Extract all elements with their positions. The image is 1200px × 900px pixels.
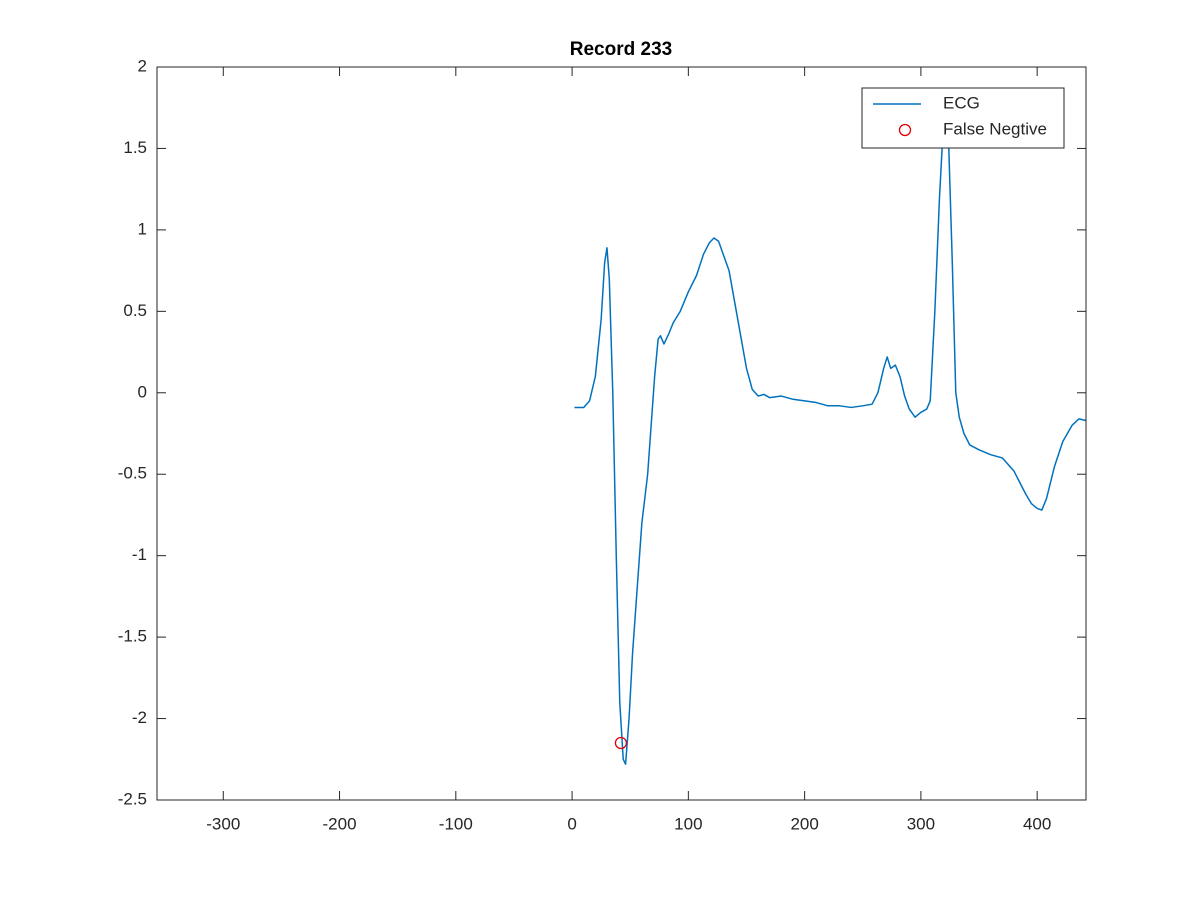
x-tick-label: 300	[907, 814, 935, 833]
y-tick-label: 1	[138, 219, 147, 238]
y-tick-label: 2	[138, 56, 147, 75]
plot-area	[157, 67, 1086, 800]
x-tick-label: -300	[206, 814, 240, 833]
legend-label: ECG	[943, 93, 980, 112]
y-tick-label: 0.5	[123, 301, 147, 320]
y-tick-label: 0	[138, 382, 147, 401]
legend-box	[861, 87, 1065, 149]
legend-label: False Negtive	[943, 119, 1047, 138]
x-tick-label: 200	[790, 814, 818, 833]
y-tick-label: 1.5	[123, 138, 147, 157]
y-tick-label: -0.5	[118, 464, 147, 483]
legend-marker	[898, 123, 912, 137]
x-tick-label: -100	[439, 814, 473, 833]
chart-title: Record 233	[570, 39, 672, 60]
y-tick-label: -1.5	[118, 627, 147, 646]
y-tick-label: -2.5	[118, 789, 147, 808]
x-tick-label: 0	[567, 814, 576, 833]
x-tick-label: 100	[674, 814, 702, 833]
marker	[614, 736, 628, 750]
ecg-line	[574, 123, 1087, 765]
y-tick-label: -1	[132, 545, 147, 564]
axes-box	[156, 66, 1087, 801]
x-tick-label: 400	[1023, 814, 1051, 833]
x-tick-label: -200	[323, 814, 357, 833]
y-tick-label: -2	[132, 708, 147, 727]
